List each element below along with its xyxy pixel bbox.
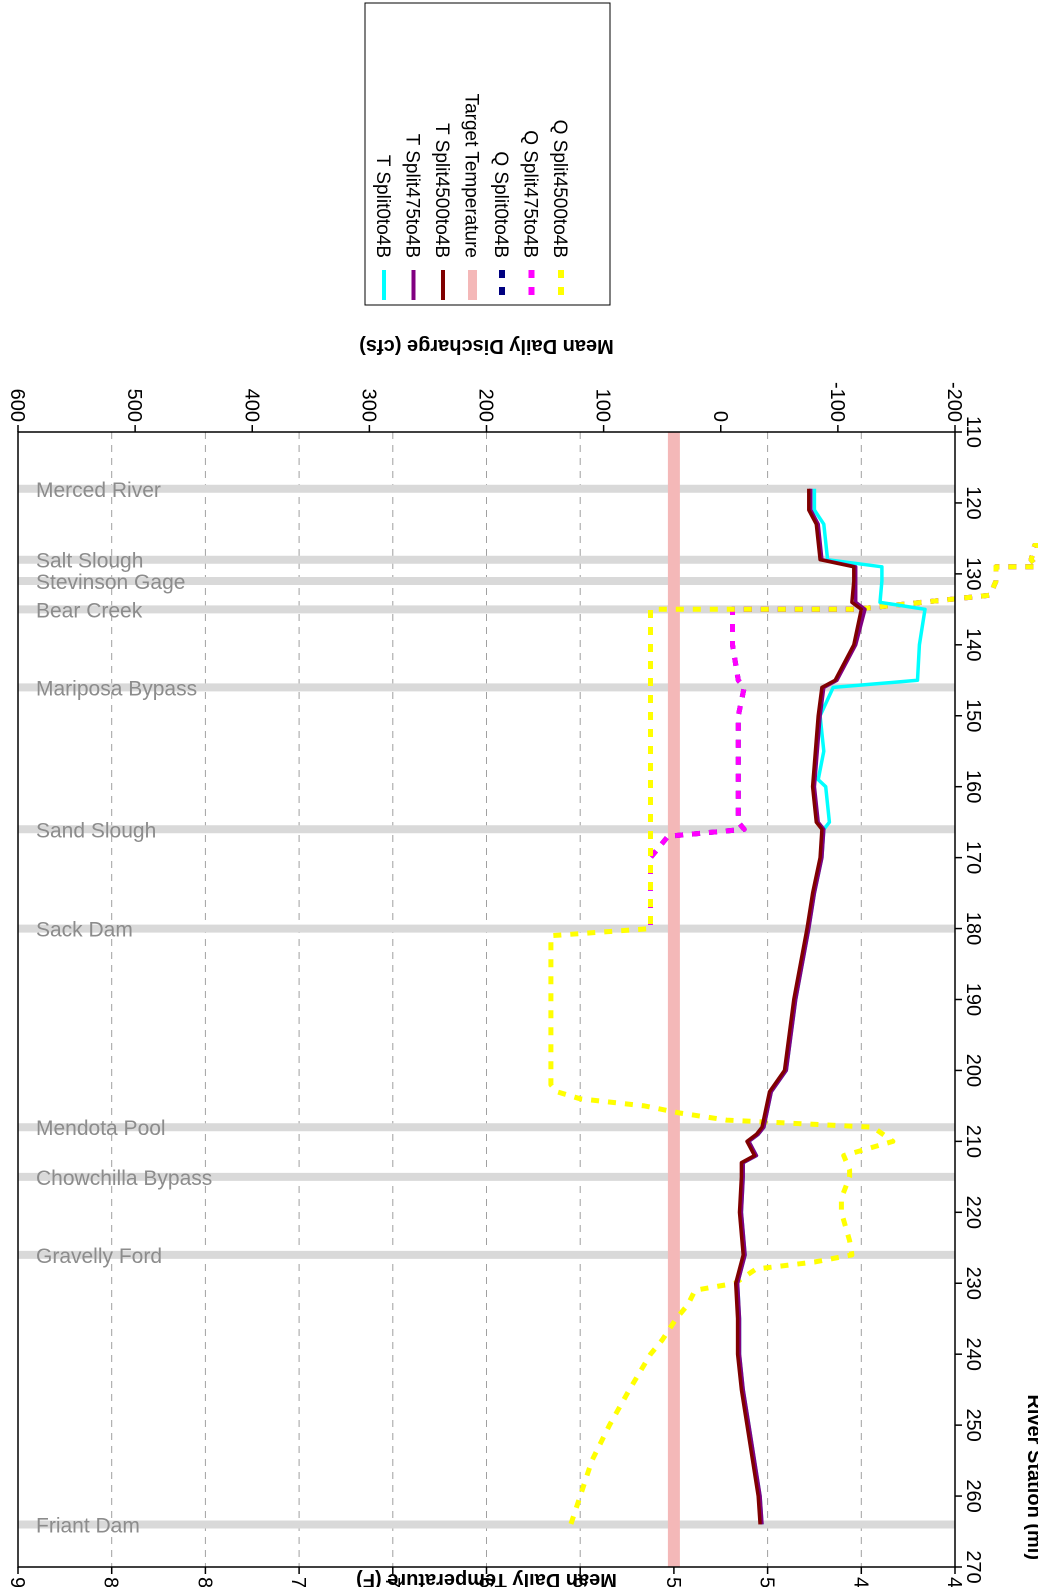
site-label: Sack Dam xyxy=(36,919,133,942)
temperature-tick-label: 50 xyxy=(756,1577,778,1587)
legend-label: T Split475to4B xyxy=(402,134,423,258)
site-label: Friant Dam xyxy=(36,1514,140,1537)
site-label: Merced River xyxy=(36,479,161,502)
x-tick-label: 210 xyxy=(962,1125,984,1158)
x-tick-label: 200 xyxy=(962,1054,984,1087)
x-tick-label: 250 xyxy=(962,1408,984,1441)
x-tick-label: 130 xyxy=(962,557,984,590)
axis-titles: Mean Daily Temperature (F) Mean Daily Dis… xyxy=(356,335,1038,1587)
legend-label: Target Temperature xyxy=(461,94,482,258)
temperature-tick-label: 55 xyxy=(662,1577,684,1587)
temperature-tick-label: 40 xyxy=(943,1577,965,1587)
legend-label: T Split4500to4B xyxy=(431,123,452,258)
discharge-tick-label: -200 xyxy=(943,382,965,422)
site-label: Salt Slough xyxy=(36,550,143,573)
temperature-tick-label: 60 xyxy=(568,1577,590,1587)
temperature-tick-label: 45 xyxy=(849,1577,871,1587)
temperature-tick-label: 85 xyxy=(100,1577,122,1587)
legend-label: Q Split475to4B xyxy=(520,130,541,258)
target-band xyxy=(667,432,680,1567)
x-tick-label: 150 xyxy=(962,699,984,732)
series-lines xyxy=(548,488,1038,1526)
x-tick-label: 220 xyxy=(962,1196,984,1229)
x-tick-label: 110 xyxy=(962,416,984,448)
x-axis-title: River Station (mi) xyxy=(1023,1394,1038,1560)
temperature-tick-label: 80 xyxy=(193,1577,215,1587)
discharge-tick-label: 400 xyxy=(240,389,262,422)
discharge-tick-label: -100 xyxy=(826,382,848,422)
series-line-t-split475to4b xyxy=(735,488,867,1525)
discharge-tick-label: 500 xyxy=(123,389,145,422)
legend-label: Q Split4500to4B xyxy=(549,120,570,258)
discharge-tick-label: 300 xyxy=(357,389,379,422)
legend: T Split0to4B T Split475to4B T Split4500to4… xyxy=(364,2,611,306)
site-label: Chowchilla Bypass xyxy=(36,1167,212,1190)
legend-label: Q Split0to4B xyxy=(490,151,511,258)
temperature-tick-label: 75 xyxy=(287,1577,309,1587)
x-tick-label: 260 xyxy=(962,1479,984,1512)
legend-box xyxy=(364,2,611,306)
legend-label: T Split0to4B xyxy=(372,155,393,258)
x-tick-label: 230 xyxy=(962,1267,984,1300)
site-label: Stevinson Gage xyxy=(36,571,185,594)
discharge-tick-label: 200 xyxy=(475,389,497,422)
site-label: Gravelly Ford xyxy=(36,1245,162,1268)
series-line-q-split4500to4b xyxy=(548,543,1038,1526)
target-temperature-band xyxy=(667,432,680,1567)
discharge-tick-label: 600 xyxy=(6,389,28,422)
site-label: Mendota Pool xyxy=(36,1117,166,1140)
temperature-tick-label: 65 xyxy=(475,1577,497,1587)
x-tick-label: 170 xyxy=(962,841,984,874)
x-tick-label: 160 xyxy=(962,770,984,803)
site-label: Bear Creek xyxy=(36,599,143,622)
x-tick-label: 240 xyxy=(962,1338,984,1371)
series-line-t-split0to4b xyxy=(735,488,927,1525)
temperature-axis-title: Mean Daily Temperature (F) xyxy=(356,1569,617,1587)
discharge-axis-title: Mean Daily Discharge (cfs) xyxy=(359,335,614,357)
grid xyxy=(111,432,862,1567)
site-label: Sand Slough xyxy=(36,819,156,842)
discharge-tick-label: 100 xyxy=(592,389,614,422)
temperature-tick-label: 90 xyxy=(6,1577,28,1587)
discharge-tick-label: 0 xyxy=(709,411,731,422)
x-tick-label: 190 xyxy=(962,983,984,1016)
x-tick-label: 140 xyxy=(962,628,984,661)
temperature-tick-label: 70 xyxy=(381,1577,403,1587)
axis-ticks: 110 120 130 140 150 160 170 180 190 200 210 220 230 2… xyxy=(6,382,984,1587)
x-tick-label: 270 xyxy=(962,1550,984,1583)
series-line-t-split4500to4b xyxy=(733,488,864,1525)
x-tick-label: 180 xyxy=(962,912,984,945)
x-tick-label: 120 xyxy=(962,486,984,519)
site-label: Mariposa Bypass xyxy=(36,677,197,700)
